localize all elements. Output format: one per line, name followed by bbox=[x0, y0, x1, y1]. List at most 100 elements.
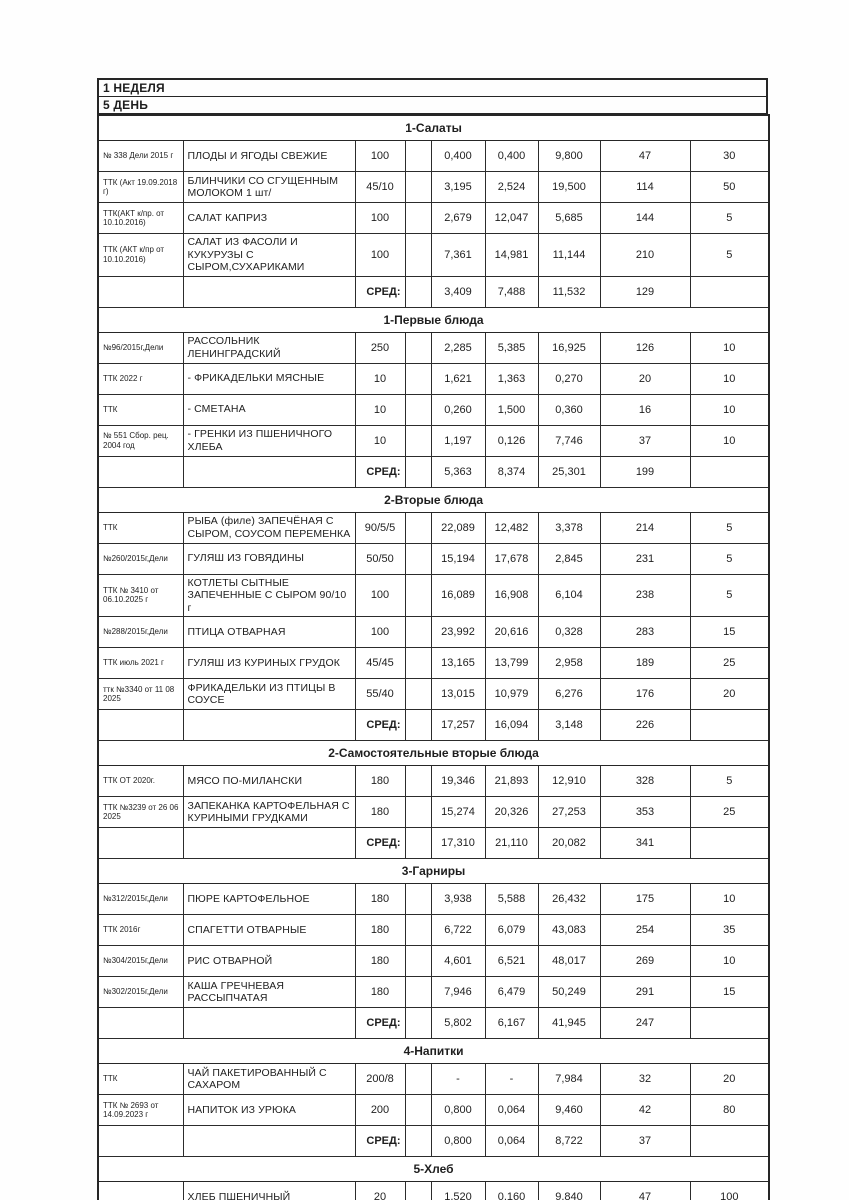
value-cell: 353 bbox=[599, 796, 691, 828]
gap-cell bbox=[404, 883, 432, 915]
recipe-ref-cell: №260/2015г,Дели bbox=[97, 542, 184, 575]
value-cell: 1,520 bbox=[430, 1181, 486, 1200]
value-cell: 226 bbox=[599, 709, 691, 741]
value-cell: 20 bbox=[599, 362, 691, 395]
dish-row: №96/2015г,Дели РАССОЛЬНИК ЛЕНИНГРАДСКИЙ 25… bbox=[97, 331, 770, 364]
recipe-ref-cell: ТТК 2016г bbox=[97, 914, 184, 946]
gap-cell bbox=[404, 1007, 432, 1039]
value-cell: 14,981 bbox=[484, 233, 539, 277]
value-cell: 21,110 bbox=[484, 827, 539, 859]
dish-row: ТТК № 3410 от 06.10.2025 г КОТЛЕТЫ СЫТНЫЕ… bbox=[97, 573, 770, 617]
average-row: СРЕД: 5,802 6,167 41,945 247 bbox=[97, 1007, 770, 1039]
value-cell: 11,532 bbox=[537, 275, 601, 308]
value-cell: 6,722 bbox=[430, 914, 486, 946]
value-cell: 199 bbox=[599, 455, 691, 488]
value-cell: 37 bbox=[599, 1125, 691, 1157]
value-cell: 5,685 bbox=[537, 202, 601, 234]
value-cell: 5 bbox=[689, 573, 770, 617]
value-cell: 25 bbox=[689, 796, 770, 828]
gap-cell bbox=[404, 1094, 432, 1126]
dish-name-cell: ПТИЦА ОТВАРНАЯ bbox=[182, 616, 356, 648]
value-cell: 5 bbox=[689, 511, 770, 544]
dish-name-cell: ЗАПЕКАНКА КАРТОФЕЛЬНАЯ С КУРИНЫМИ ГРУДКА… bbox=[182, 796, 356, 828]
dish-row: ТТК ОТ 2020г. МЯСО ПО-МИЛАНСКИ 180 19,346 21… bbox=[97, 765, 770, 797]
portion-cell: 100 bbox=[354, 140, 406, 172]
recipe-ref-cell bbox=[97, 455, 184, 488]
value-cell: 5 bbox=[689, 233, 770, 277]
dish-name-cell: ЧАЙ ПАКЕТИРОВАННЫЙ С САХАРОМ bbox=[182, 1063, 356, 1095]
value-cell bbox=[689, 455, 770, 488]
average-label-cell: СРЕД: bbox=[354, 1125, 406, 1157]
gap-cell bbox=[404, 976, 432, 1008]
portion-cell: 10 bbox=[354, 393, 406, 426]
average-label-cell: СРЕД: bbox=[354, 455, 406, 488]
value-cell: 247 bbox=[599, 1007, 691, 1039]
recipe-ref-cell: ТТК (АКТ к/пр от 10.10.2016) bbox=[97, 233, 184, 277]
dish-name-cell bbox=[182, 827, 356, 859]
value-cell: 10 bbox=[689, 945, 770, 977]
value-cell: 10 bbox=[689, 883, 770, 915]
portion-cell: 10 bbox=[354, 424, 406, 457]
gap-cell bbox=[404, 796, 432, 828]
gap-cell bbox=[404, 914, 432, 946]
value-cell: 3,938 bbox=[430, 883, 486, 915]
value-cell: 26,432 bbox=[537, 883, 601, 915]
recipe-ref-cell: ТТК (Акт 19.09.2018 г) bbox=[97, 171, 184, 203]
value-cell: 19,346 bbox=[430, 765, 486, 797]
recipe-ref-cell: №304/2015г,Дели bbox=[97, 945, 184, 977]
section-header-row: 5-Хлеб bbox=[97, 1156, 770, 1182]
value-cell: 269 bbox=[599, 945, 691, 977]
value-cell: 7,488 bbox=[484, 275, 539, 308]
dish-name-cell: - ГРЕНКИ ИЗ ПШЕНИЧНОГО ХЛЕБА bbox=[182, 424, 356, 457]
value-cell: 126 bbox=[599, 331, 691, 364]
section-header-row: 4-Напитки bbox=[97, 1038, 770, 1064]
dish-name-cell: РИС ОТВАРНОЙ bbox=[182, 945, 356, 977]
value-cell: - bbox=[430, 1063, 486, 1095]
recipe-ref-cell bbox=[97, 1125, 184, 1157]
recipe-ref-cell: ТТК июль 2021 г bbox=[97, 647, 184, 679]
dish-row: ТТК РЫБА (филе) ЗАПЕЧЁНАЯ С СЫРОМ, СОУСОМ… bbox=[97, 511, 770, 544]
value-cell: 100 bbox=[689, 1181, 770, 1200]
dish-row: ТТК №3239 от 26 06 2025 ЗАПЕКАНКА КАРТОФЕ… bbox=[97, 796, 770, 828]
value-cell: 238 bbox=[599, 573, 691, 617]
value-cell: 30 bbox=[689, 140, 770, 172]
dish-name-cell: ГУЛЯШ ИЗ ГОВЯДИНЫ bbox=[182, 542, 356, 575]
value-cell: 254 bbox=[599, 914, 691, 946]
dish-row: №312/2015г,Дели ПЮРЕ КАРТОФЕЛЬНОЕ 180 3,938… bbox=[97, 883, 770, 915]
dish-row: ТТК ЧАЙ ПАКЕТИРОВАННЫЙ С САХАРОМ 200/8- -7,… bbox=[97, 1063, 770, 1095]
dish-name-cell: - ФРИКАДЕЛЬКИ МЯСНЫЕ bbox=[182, 362, 356, 395]
recipe-ref-cell: ттк №3340 от 11 08 2025 bbox=[97, 678, 184, 710]
value-cell: 189 bbox=[599, 647, 691, 679]
value-cell: 0,160 bbox=[484, 1181, 539, 1200]
portion-cell: 180 bbox=[354, 976, 406, 1008]
value-cell: 12,047 bbox=[484, 202, 539, 234]
value-cell: 41,945 bbox=[537, 1007, 601, 1039]
average-label-cell: СРЕД: bbox=[354, 827, 406, 859]
average-row: СРЕД: 0,800 0,064 8,722 37 bbox=[97, 1125, 770, 1157]
value-cell: 10,979 bbox=[484, 678, 539, 710]
value-cell: 231 bbox=[599, 542, 691, 575]
value-cell: 0,360 bbox=[537, 393, 601, 426]
section-header-row: 2-Вторые блюда bbox=[97, 486, 770, 513]
value-cell: 7,984 bbox=[537, 1063, 601, 1095]
value-cell: 4,601 bbox=[430, 945, 486, 977]
value-cell: 5 bbox=[689, 765, 770, 797]
gap-cell bbox=[404, 573, 432, 617]
value-cell: 50,249 bbox=[537, 976, 601, 1008]
recipe-ref-cell: ТТК ОТ 2020г. bbox=[97, 765, 184, 797]
week-day-header: 1 НЕДЕЛЯ 5 ДЕНЬ bbox=[97, 78, 768, 114]
value-cell: 328 bbox=[599, 765, 691, 797]
section-header-row: 1-Салаты bbox=[97, 114, 770, 141]
dish-name-cell: ПЮРЕ КАРТОФЕЛЬНОЕ bbox=[182, 883, 356, 915]
dish-name-cell bbox=[182, 709, 356, 741]
average-row: СРЕД: 17,310 21,110 20,082 341 bbox=[97, 827, 770, 859]
value-cell: 144 bbox=[599, 202, 691, 234]
dish-row: ХЛЕБ ПШЕНИЧНЫЙ 20 1,520 0,160 9,840 47 100 bbox=[97, 1181, 770, 1200]
gap-cell bbox=[404, 233, 432, 277]
dish-name-cell: ПЛОДЫ И ЯГОДЫ СВЕЖИЕ bbox=[182, 140, 356, 172]
gap-cell bbox=[404, 647, 432, 679]
value-cell: 6,276 bbox=[537, 678, 601, 710]
value-cell bbox=[689, 709, 770, 741]
value-cell: 1,500 bbox=[484, 393, 539, 426]
